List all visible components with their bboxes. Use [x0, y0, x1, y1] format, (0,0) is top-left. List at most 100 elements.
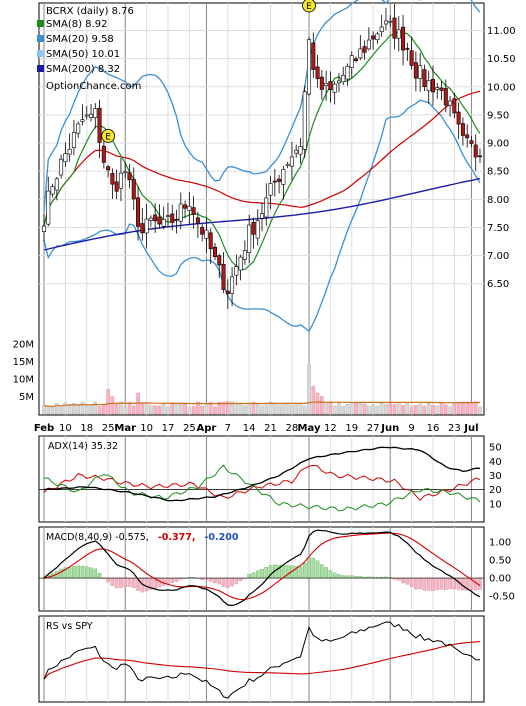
macd-histogram-bar [93, 568, 98, 579]
price-tick-label: 11.00 [487, 26, 516, 37]
macd-histogram-bar [230, 577, 234, 587]
macd-line [43, 529, 481, 607]
candle-body [140, 223, 145, 234]
macd-histogram-bar [418, 577, 422, 590]
candle-body [41, 225, 46, 232]
x-tick-label: 28 [286, 423, 299, 434]
candle-body [80, 119, 85, 122]
candle-body [221, 263, 226, 290]
volume-bar [217, 401, 222, 415]
candle-body [388, 20, 393, 23]
volume-bar [200, 406, 204, 415]
candle-body [349, 55, 354, 68]
candle-body [76, 123, 81, 134]
candle-body [452, 98, 457, 114]
volume-bar [110, 396, 115, 415]
macd-histogram-bar [217, 577, 222, 585]
candle-body [396, 29, 401, 39]
legend-swatch [37, 50, 44, 57]
volume-bar [371, 404, 375, 415]
macd-histogram-bar [131, 577, 136, 589]
volume-bar [341, 406, 346, 415]
macd-histogram-bar [422, 577, 427, 591]
candle-body [268, 183, 273, 196]
adx-minus-di-line [43, 464, 481, 512]
x-tick-label: 21 [264, 423, 277, 434]
candle-body [307, 39, 312, 95]
macd-histogram-bar [234, 577, 239, 584]
macd-histogram-bar [260, 569, 264, 579]
volume-bars [42, 364, 482, 415]
macd-histogram-bar [264, 567, 269, 579]
axis-labels: 6.50 7.00 7.50 8.00 8.50 9.00 9.50 10.00 10.50 11… [13, 26, 516, 603]
candle-body [413, 62, 418, 79]
price-tick-label: 7.50 [487, 223, 509, 234]
volume-bar [362, 404, 367, 415]
volume-bar [285, 402, 290, 415]
candle-body [212, 246, 217, 258]
macd-histogram-bar [409, 577, 414, 587]
x-tick-label: Mar [114, 423, 136, 434]
price-panel-frame [38, 2, 485, 416]
volume-bar [178, 402, 183, 415]
macd-histogram-bar [315, 560, 320, 579]
volume-bar [157, 405, 162, 415]
x-tick-label: 12 [324, 423, 337, 434]
volume-bar [196, 401, 200, 415]
macd-histogram-bar [251, 572, 256, 579]
candle-body [46, 190, 51, 225]
volume-average-line [43, 401, 480, 408]
candle-body [345, 65, 350, 80]
candle-body [473, 144, 478, 158]
volume-bar [328, 401, 333, 415]
adx-tick-label: 20 [489, 485, 502, 496]
candle-body [106, 166, 111, 171]
sma-8-line [43, 30, 481, 271]
volume-bar [354, 402, 358, 415]
volume-bar [80, 401, 85, 415]
volume-bar [264, 404, 269, 415]
candle-body [93, 108, 98, 118]
macd-histogram-bar [59, 568, 63, 579]
candle-body [54, 178, 59, 191]
volume-bar [358, 401, 363, 415]
x-tick-label: 25 [102, 423, 115, 434]
adx-tick-label: 50 [489, 443, 502, 454]
volume-bar [174, 402, 179, 415]
candle-body [460, 123, 465, 136]
macd-tick-label: 0.50 [489, 555, 511, 566]
candle-body [379, 26, 384, 32]
volume-bar [166, 406, 170, 415]
macd-histogram-bar [221, 577, 226, 587]
candle-body [204, 229, 209, 239]
macd-histogram-bar [208, 577, 213, 582]
volume-bar [401, 404, 405, 415]
macd-histogram-bar [349, 575, 354, 579]
volume-bar [379, 403, 384, 415]
candle-body [465, 134, 470, 139]
candle-body [302, 91, 307, 150]
macd-histogram-bar [76, 565, 80, 579]
x-tick-label: 10 [59, 423, 72, 434]
candle-body [456, 111, 461, 125]
macd-histogram-bar [307, 557, 311, 579]
candle-body [319, 76, 324, 90]
candle-body [358, 48, 363, 59]
volume-bar [243, 405, 247, 415]
volume-bar [76, 405, 80, 415]
candle-body [110, 173, 115, 185]
volume-bar [50, 406, 55, 415]
volume-bar [422, 405, 427, 415]
macd-histogram-bar [341, 575, 346, 579]
volume-bar [230, 401, 234, 415]
macd-histogram-bar [110, 577, 115, 586]
earnings-marker-circle [101, 129, 116, 143]
macd-histogram-bar [302, 562, 307, 579]
candle-body [264, 197, 269, 218]
x-tick-label: 23 [448, 423, 461, 434]
volume-bar [405, 402, 410, 415]
volume-bar [469, 402, 474, 415]
rs-label: RS vs SPY [46, 621, 93, 632]
macd-histogram-bar [332, 572, 337, 579]
